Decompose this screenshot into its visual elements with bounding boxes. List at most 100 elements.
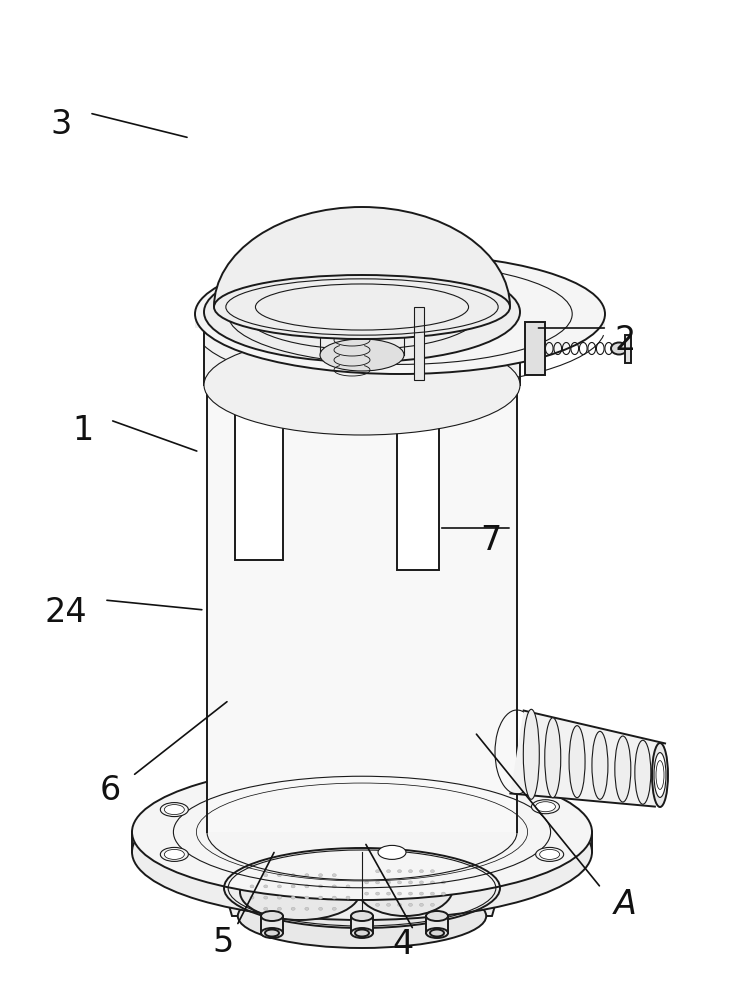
Ellipse shape <box>357 860 453 916</box>
Ellipse shape <box>263 907 268 910</box>
Ellipse shape <box>351 911 373 921</box>
Text: 7: 7 <box>481 524 501 556</box>
Ellipse shape <box>132 764 592 900</box>
Ellipse shape <box>376 903 379 906</box>
Ellipse shape <box>387 892 391 895</box>
Ellipse shape <box>431 903 434 906</box>
Ellipse shape <box>250 896 254 899</box>
Text: 1: 1 <box>73 414 94 446</box>
Ellipse shape <box>431 870 434 873</box>
Text: 6: 6 <box>100 774 121 806</box>
Ellipse shape <box>376 892 379 895</box>
Ellipse shape <box>214 275 510 339</box>
Polygon shape <box>351 916 373 933</box>
Ellipse shape <box>539 849 559 859</box>
Ellipse shape <box>431 881 434 884</box>
Ellipse shape <box>592 731 608 799</box>
Ellipse shape <box>420 881 423 884</box>
Polygon shape <box>426 916 448 933</box>
Ellipse shape <box>224 848 500 928</box>
Ellipse shape <box>420 903 423 906</box>
Ellipse shape <box>291 874 295 877</box>
Ellipse shape <box>635 740 651 804</box>
Ellipse shape <box>278 896 281 899</box>
Ellipse shape <box>441 881 446 884</box>
Polygon shape <box>397 425 439 570</box>
Ellipse shape <box>387 881 391 884</box>
Ellipse shape <box>365 881 368 884</box>
Ellipse shape <box>536 847 564 861</box>
Polygon shape <box>525 322 545 375</box>
Ellipse shape <box>611 342 627 355</box>
Ellipse shape <box>204 262 520 362</box>
Ellipse shape <box>291 896 295 899</box>
Ellipse shape <box>291 907 295 910</box>
Ellipse shape <box>204 335 520 435</box>
Ellipse shape <box>420 870 423 873</box>
Ellipse shape <box>365 892 368 895</box>
Polygon shape <box>204 312 520 385</box>
Polygon shape <box>235 400 283 560</box>
Polygon shape <box>195 314 605 328</box>
Ellipse shape <box>261 911 283 921</box>
Ellipse shape <box>263 885 268 888</box>
Ellipse shape <box>523 709 539 799</box>
Ellipse shape <box>408 881 412 884</box>
Ellipse shape <box>656 761 664 789</box>
Ellipse shape <box>545 718 561 798</box>
Ellipse shape <box>387 903 391 906</box>
Ellipse shape <box>250 885 254 888</box>
Ellipse shape <box>333 896 336 899</box>
Text: 5: 5 <box>213 926 234 958</box>
Ellipse shape <box>654 753 666 797</box>
Ellipse shape <box>305 896 309 899</box>
Ellipse shape <box>291 885 295 888</box>
Ellipse shape <box>207 332 517 428</box>
Ellipse shape <box>426 911 448 921</box>
Ellipse shape <box>397 892 402 895</box>
Ellipse shape <box>333 885 336 888</box>
Ellipse shape <box>420 892 423 895</box>
Ellipse shape <box>278 885 281 888</box>
Ellipse shape <box>531 800 559 814</box>
Ellipse shape <box>408 892 412 895</box>
Ellipse shape <box>376 870 379 873</box>
Ellipse shape <box>164 805 185 815</box>
Ellipse shape <box>397 903 402 906</box>
Ellipse shape <box>318 885 323 888</box>
Ellipse shape <box>431 892 434 895</box>
Ellipse shape <box>265 930 279 936</box>
Ellipse shape <box>161 847 188 861</box>
Ellipse shape <box>652 743 668 807</box>
Polygon shape <box>510 711 665 807</box>
Polygon shape <box>261 916 283 933</box>
Ellipse shape <box>430 930 444 936</box>
Ellipse shape <box>441 892 446 895</box>
Ellipse shape <box>536 802 556 812</box>
Ellipse shape <box>318 874 323 877</box>
Ellipse shape <box>569 726 585 798</box>
Ellipse shape <box>346 896 350 899</box>
Ellipse shape <box>305 885 309 888</box>
Polygon shape <box>132 832 592 852</box>
Ellipse shape <box>397 870 402 873</box>
Ellipse shape <box>346 885 350 888</box>
Text: 24: 24 <box>44 595 87 629</box>
Ellipse shape <box>278 907 281 910</box>
Ellipse shape <box>355 930 369 936</box>
Ellipse shape <box>397 881 402 884</box>
Text: 4: 4 <box>393 928 414 962</box>
Ellipse shape <box>376 881 379 884</box>
Ellipse shape <box>318 907 323 910</box>
Ellipse shape <box>320 339 404 371</box>
Ellipse shape <box>408 903 412 906</box>
Ellipse shape <box>164 849 185 859</box>
Ellipse shape <box>261 928 283 938</box>
Polygon shape <box>414 307 424 380</box>
Ellipse shape <box>278 874 281 877</box>
Ellipse shape <box>378 845 406 859</box>
Ellipse shape <box>333 874 336 877</box>
Polygon shape <box>214 207 510 307</box>
Text: 3: 3 <box>51 108 71 141</box>
Ellipse shape <box>195 254 605 374</box>
